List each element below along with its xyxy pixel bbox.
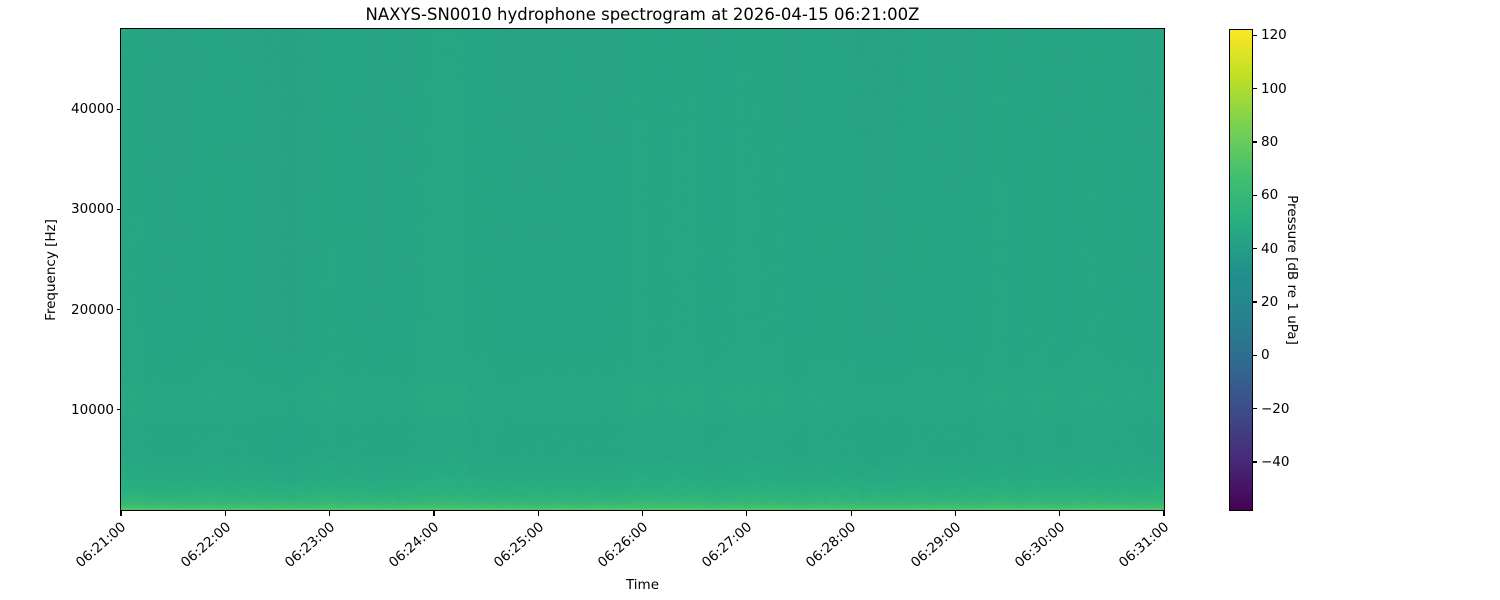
colorbar-tick-mark bbox=[1253, 34, 1257, 37]
x-tick-label: 06:31:00 bbox=[1116, 519, 1173, 571]
x-tick-mark bbox=[954, 511, 957, 516]
x-tick-label: 06:25:00 bbox=[490, 519, 547, 571]
colorbar-tick-mark bbox=[1253, 248, 1257, 250]
x-tick-label: 06:29:00 bbox=[907, 519, 964, 571]
colorbar-tick-label: 120 bbox=[1261, 27, 1287, 44]
colorbar-tick-mark bbox=[1253, 301, 1257, 303]
x-tick-mark bbox=[641, 511, 644, 516]
colorbar-tick-label: 20 bbox=[1261, 294, 1279, 310]
y-tick-mark bbox=[117, 409, 121, 411]
x-tick-label: 06:23:00 bbox=[281, 519, 339, 571]
colorbar-tick-mark bbox=[1253, 88, 1257, 90]
x-tick-mark bbox=[433, 511, 435, 516]
colorbar-tick-label: −20 bbox=[1261, 400, 1290, 417]
x-tick-mark bbox=[850, 511, 852, 516]
colorbar-tick-mark bbox=[1253, 194, 1257, 197]
y-tick-label: 30000 bbox=[71, 201, 114, 218]
y-tick-label: 10000 bbox=[71, 401, 114, 418]
x-tick-label: 06:22:00 bbox=[177, 519, 234, 571]
colorbar-tick-mark bbox=[1253, 141, 1257, 143]
x-tick-mark bbox=[1163, 511, 1165, 516]
plot-area bbox=[120, 28, 1165, 511]
colorbar bbox=[1229, 29, 1253, 511]
colorbar-tick-label: 60 bbox=[1261, 187, 1279, 204]
colorbar-tick-label: −40 bbox=[1261, 454, 1290, 470]
y-tick-mark bbox=[117, 208, 121, 211]
colorbar-tick-mark bbox=[1253, 354, 1257, 357]
x-tick-label: 06:28:00 bbox=[803, 519, 860, 571]
colorbar-tick-mark bbox=[1253, 461, 1257, 463]
y-tick-label: 20000 bbox=[71, 301, 114, 318]
y-tick-mark bbox=[117, 108, 121, 110]
colorbar-tick-label: 0 bbox=[1261, 347, 1270, 364]
x-tick-label: 06:26:00 bbox=[594, 519, 651, 571]
x-tick-mark bbox=[1059, 511, 1061, 516]
x-axis-label: Time bbox=[625, 577, 660, 593]
x-tick-mark bbox=[746, 511, 748, 516]
colorbar-tick-mark bbox=[1253, 408, 1257, 410]
x-tick-mark bbox=[537, 511, 539, 516]
colorbar-tick-label: 80 bbox=[1261, 134, 1279, 150]
colorbar-tick-label: 100 bbox=[1261, 80, 1287, 97]
x-tick-mark bbox=[224, 511, 226, 516]
x-tick-label: 06:30:00 bbox=[1011, 519, 1069, 571]
colorbar-tick-label: 40 bbox=[1261, 240, 1279, 257]
chart-title: NAXYS-SN0010 hydrophone spectrogram at 2… bbox=[365, 5, 920, 24]
x-tick-mark bbox=[329, 511, 331, 516]
x-tick-mark bbox=[120, 511, 122, 516]
spectrogram-heatmap bbox=[121, 29, 1164, 510]
y-tick-mark bbox=[117, 308, 121, 311]
colorbar-label: Pressure [dB re 1 uPa] bbox=[1284, 195, 1300, 345]
x-tick-label: 06:24:00 bbox=[386, 519, 443, 571]
y-tick-label: 40000 bbox=[71, 101, 114, 118]
x-tick-label: 06:27:00 bbox=[699, 519, 756, 571]
x-tick-label: 06:21:00 bbox=[73, 519, 130, 571]
